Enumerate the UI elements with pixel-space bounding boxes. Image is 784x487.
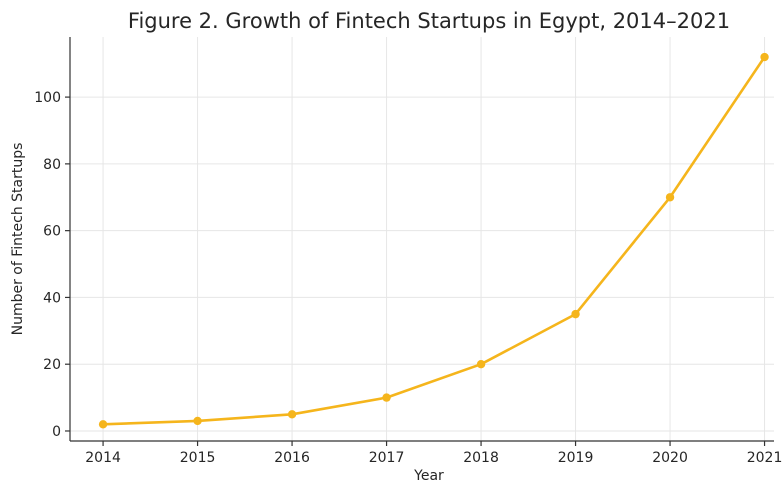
y-tick-label: 40 (43, 290, 61, 306)
chart-title: Figure 2. Growth of Fintech Startups in … (128, 9, 730, 33)
data-point (760, 52, 769, 62)
data-point (665, 193, 675, 202)
x-tick-label: 2017 (369, 450, 405, 466)
x-tick-label: 2020 (652, 450, 688, 466)
y-axis-label: Number of Fintech Startups (10, 143, 26, 336)
x-tick-label: 2014 (85, 450, 121, 466)
y-tick-label: 0 (52, 424, 61, 440)
y-tick-label: 80 (43, 157, 61, 173)
series-line (101, 55, 766, 426)
y-tick-label: 60 (43, 224, 61, 240)
grid (70, 37, 774, 441)
y-tick-label: 100 (34, 90, 61, 106)
data-point (287, 410, 297, 419)
x-tick-label: 2018 (463, 450, 499, 466)
data-series (98, 52, 769, 429)
data-point (382, 393, 391, 402)
x-axis-label: Year (413, 468, 444, 484)
y-tick-label: 20 (43, 357, 61, 373)
x-tick-label: 2015 (180, 450, 216, 466)
axes (65, 37, 774, 446)
x-tick-label: 2021 (747, 450, 783, 466)
tick-labels: 0 20 40 60 80 100 2014 2015 2016 2017 2018 2019 2020… (34, 90, 782, 466)
x-tick-label: 2016 (274, 450, 310, 466)
x-tick-label: 2019 (558, 450, 594, 466)
data-point (476, 360, 486, 369)
data-point (193, 416, 202, 426)
data-point (571, 309, 580, 319)
data-point (98, 420, 108, 429)
